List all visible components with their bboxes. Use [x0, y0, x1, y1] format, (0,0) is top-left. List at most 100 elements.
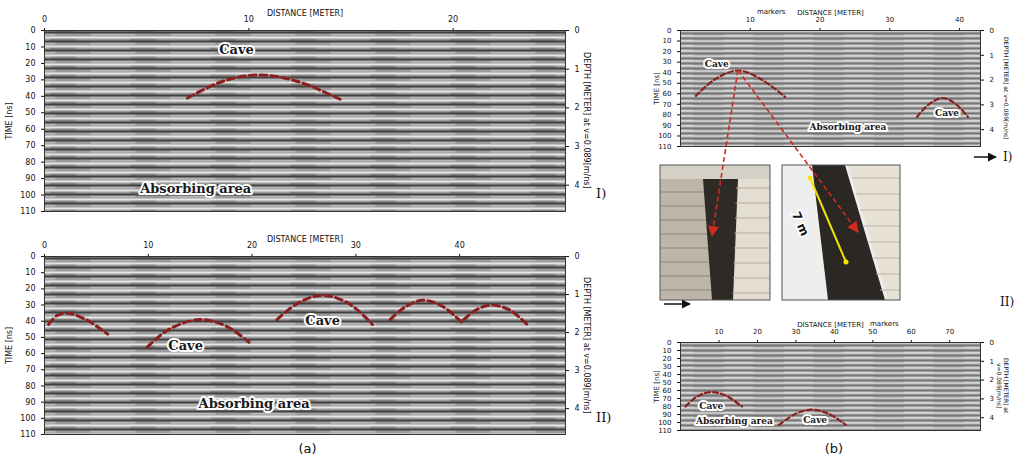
svg-text:30: 30: [885, 16, 894, 24]
svg-text:0: 0: [575, 252, 580, 261]
svg-text:TIME [ns]: TIME [ns]: [653, 370, 661, 404]
svg-text:50: 50: [663, 79, 672, 87]
svg-text:50: 50: [868, 328, 877, 336]
svg-text:Cave: Cave: [168, 338, 203, 353]
svg-text:2: 2: [990, 376, 994, 384]
svg-text:4: 4: [575, 404, 580, 413]
svg-text:10: 10: [663, 347, 672, 355]
svg-text:0: 0: [990, 339, 994, 347]
svg-text:2: 2: [990, 76, 994, 84]
svg-text:Cave: Cave: [705, 59, 729, 69]
svg-text:0: 0: [667, 339, 671, 347]
svg-text:0: 0: [575, 26, 580, 35]
svg-text:20: 20: [663, 355, 672, 363]
svg-text:50: 50: [25, 108, 35, 117]
svg-text:40: 40: [663, 69, 672, 77]
svg-text:30: 30: [25, 301, 35, 310]
svg-text:1: 1: [575, 65, 580, 74]
svg-text:100: 100: [658, 419, 671, 427]
svg-text:40: 40: [955, 16, 964, 24]
svg-text:80: 80: [25, 382, 35, 391]
svg-text:Absorbing area: Absorbing area: [808, 122, 886, 132]
svg-text:10: 10: [244, 15, 254, 24]
svg-text:80: 80: [25, 158, 35, 167]
svg-text:Cave: Cave: [935, 108, 959, 118]
svg-text:30: 30: [663, 58, 672, 66]
svg-text:0: 0: [990, 27, 994, 35]
svg-text:10: 10: [746, 16, 755, 24]
svg-text:20: 20: [663, 48, 672, 56]
svg-text:0: 0: [42, 15, 47, 24]
svg-text:40: 40: [455, 241, 465, 250]
svg-text:4: 4: [990, 414, 995, 422]
svg-text:2: 2: [575, 103, 580, 112]
svg-text:60: 60: [25, 349, 35, 358]
svg-text:110: 110: [20, 207, 35, 216]
svg-text:20: 20: [753, 328, 762, 336]
svg-text:90: 90: [663, 411, 672, 419]
svg-text:40: 40: [25, 317, 35, 326]
svg-text:Cave: Cave: [305, 313, 340, 328]
svg-text:70: 70: [25, 365, 35, 374]
svg-text:100: 100: [658, 132, 671, 140]
svg-text:10: 10: [663, 37, 672, 45]
svg-text:TIME [ns]: TIME [ns]: [5, 102, 14, 140]
svg-text:20: 20: [448, 15, 458, 24]
svg-text:10: 10: [143, 241, 153, 250]
svg-text:70: 70: [945, 328, 954, 336]
svg-text:100: 100: [20, 414, 35, 423]
svg-text:80: 80: [663, 403, 672, 411]
svg-text:4: 4: [990, 126, 995, 134]
svg-text:50: 50: [663, 379, 672, 387]
svg-text:80: 80: [663, 111, 672, 119]
svg-text:3: 3: [990, 101, 994, 109]
svg-text:20: 20: [25, 284, 35, 293]
svg-text:0: 0: [42, 241, 47, 250]
svg-text:3: 3: [575, 142, 580, 151]
svg-text:0: 0: [30, 26, 35, 35]
svg-text:DISTANCE [METER]: DISTANCE [METER]: [797, 9, 864, 17]
svg-text:30: 30: [25, 75, 35, 84]
svg-text:60: 60: [907, 328, 916, 336]
svg-text:90: 90: [663, 122, 672, 130]
svg-text:4: 4: [575, 181, 580, 190]
svg-text:3: 3: [990, 395, 994, 403]
svg-text:20: 20: [247, 241, 257, 250]
svg-text:90: 90: [25, 398, 35, 407]
svg-text:70: 70: [663, 395, 672, 403]
svg-text:110: 110: [658, 427, 671, 435]
svg-text:1: 1: [990, 52, 994, 60]
svg-text:60: 60: [663, 90, 672, 98]
svg-text:30: 30: [351, 241, 361, 250]
svg-text:60: 60: [25, 125, 35, 134]
svg-text:110: 110: [658, 143, 671, 151]
svg-text:DISTANCE [METER]: DISTANCE [METER]: [797, 321, 864, 329]
svg-text:Absorbing area: Absorbing area: [198, 396, 311, 411]
svg-text:90: 90: [25, 174, 35, 183]
svg-text:60: 60: [663, 387, 672, 395]
svg-text:70: 70: [663, 101, 672, 109]
svg-text:markers: markers: [757, 8, 786, 16]
svg-text:Cave: Cave: [803, 415, 827, 425]
svg-text:1: 1: [990, 358, 994, 366]
svg-text:0: 0: [30, 252, 35, 261]
svg-text:7 m: 7 m: [789, 210, 812, 239]
svg-text:100: 100: [20, 191, 35, 200]
svg-text:40: 40: [25, 92, 35, 101]
svg-text:DISTANCE [METER]: DISTANCE [METER]: [267, 9, 343, 18]
svg-text:Cave: Cave: [699, 401, 723, 411]
svg-text:TIME [ns]: TIME [ns]: [5, 327, 14, 365]
svg-text:30: 30: [663, 363, 672, 371]
svg-text:Absorbing area: Absorbing area: [139, 181, 252, 196]
svg-text:40: 40: [663, 371, 672, 379]
svg-text:3: 3: [575, 366, 580, 375]
svg-text:Cave: Cave: [219, 42, 254, 57]
svg-text:10: 10: [25, 268, 35, 277]
svg-text:110: 110: [20, 430, 35, 439]
svg-text:50: 50: [25, 333, 35, 342]
svg-text:0: 0: [667, 27, 671, 35]
svg-text:10: 10: [715, 328, 724, 336]
svg-text:markers: markers: [870, 320, 899, 328]
svg-text:20: 20: [25, 59, 35, 68]
svg-text:Absorbing area: Absorbing area: [695, 416, 773, 426]
